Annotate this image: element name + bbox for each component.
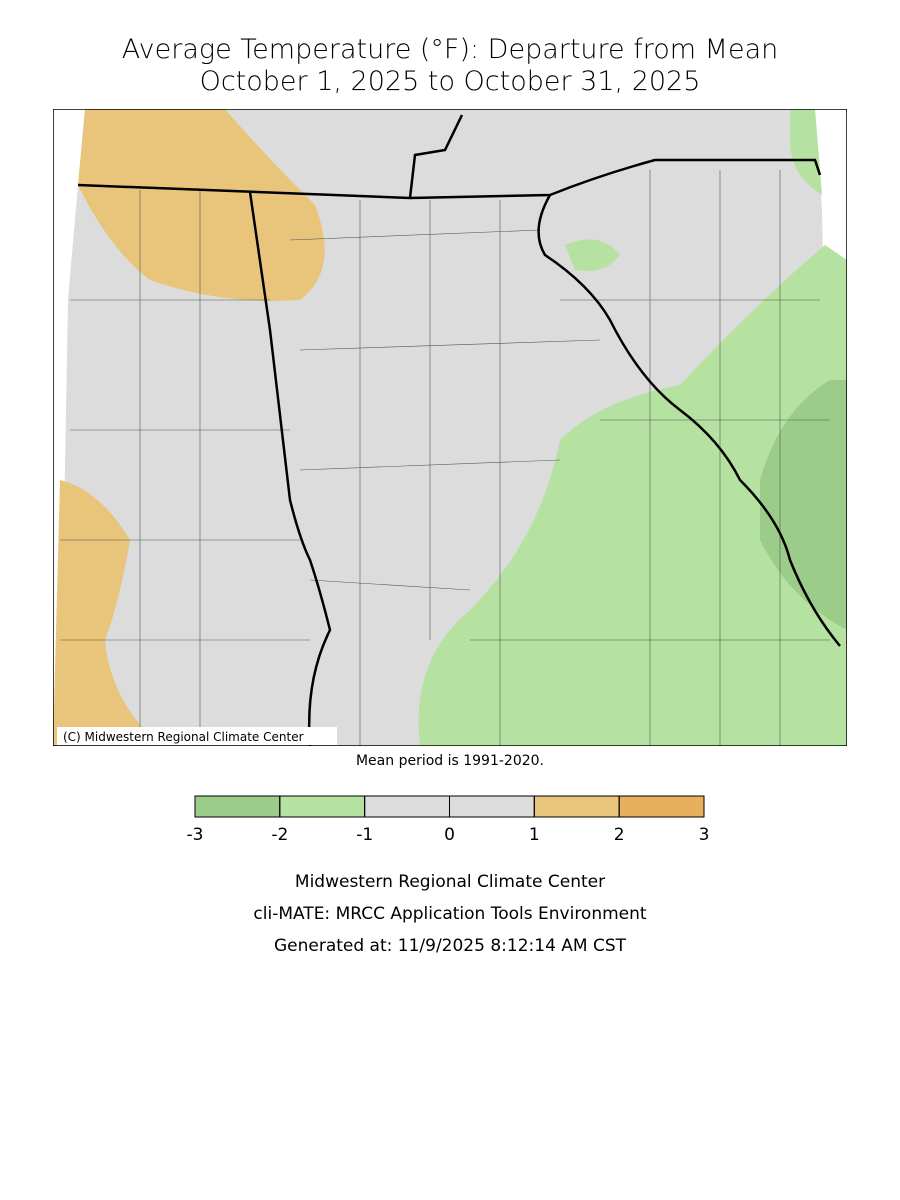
- cool-region: [565, 239, 620, 271]
- legend-tick-label: -1: [356, 825, 373, 845]
- warm-region: [53, 480, 160, 746]
- cool-region: [790, 109, 822, 195]
- title: Average Temperature (°F): Departure from…: [122, 34, 778, 65]
- footer-line: Generated at: 11/9/2025 8:12:14 AM CST: [274, 936, 627, 956]
- legend-tick-label: 2: [614, 825, 625, 845]
- credit: (C) Midwestern Regional Climate Center: [63, 730, 304, 744]
- legend-swatch: [194, 795, 281, 818]
- legend-swatch: [618, 795, 705, 818]
- cooler-region: [760, 380, 847, 630]
- legend-swatch: [533, 795, 620, 818]
- legend-tick-label: 0: [444, 825, 455, 845]
- footer-line: Midwestern Regional Climate Center: [295, 872, 605, 892]
- county-lines: [60, 170, 830, 746]
- legend-swatch: [364, 795, 450, 818]
- legend-swatch: [279, 795, 366, 818]
- footer-line: cli-MATE: MRCC Application Tools Environ…: [253, 904, 646, 924]
- cool-region: [418, 245, 847, 746]
- legend-tick-label: 1: [529, 825, 540, 845]
- credit-box: [57, 727, 337, 745]
- mean-note: Mean period is 1991-2020.: [356, 753, 544, 769]
- map: (C) Midwestern Regional Climate Center: [53, 109, 847, 746]
- legend-tick-label: -2: [271, 825, 288, 845]
- legend: -3 -2 -1 0 1 2 3: [187, 795, 710, 845]
- legend-tick-label: 3: [699, 825, 710, 845]
- state-boundaries: [77, 114, 841, 746]
- subtitle: October 1, 2025 to October 31, 2025: [200, 66, 701, 97]
- warm-region: [78, 109, 325, 301]
- legend-tick-label: -3: [187, 825, 204, 845]
- legend-swatch: [449, 795, 535, 818]
